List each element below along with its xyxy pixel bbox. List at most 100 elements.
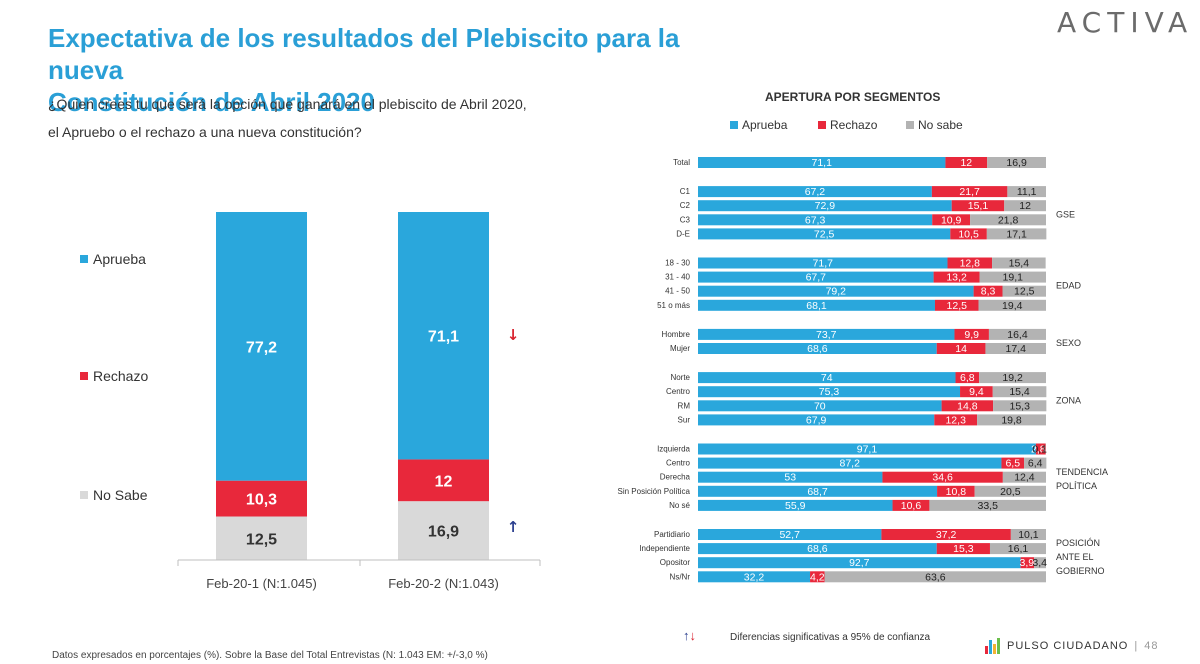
bar-rechazo-zona-sur [934,414,978,426]
row-label-posici-n-ante-el-gobierno-ns-nr: Ns/Nr [670,572,691,581]
bar-aprueba-tendencia-pol-tica-derecha [698,471,883,483]
value-aprueba-edad-31-40: 67,7 [806,272,827,284]
bar-no-sabe-posici-n-ante-el-gobierno-opositor [1034,557,1046,569]
row-label-posici-n-ante-el-gobierno-independiente: Independiente [639,544,690,553]
bar-no-sabe-2 [398,501,489,560]
group-label-1-line-1: GSE [1056,209,1075,219]
bar-rechazo-gse-c3 [932,214,971,226]
value-rechazo-edad-41-50: 8,3 [981,286,996,298]
brand-separator: | [1134,639,1139,652]
arrow-up-icon: ↑ [683,628,690,643]
page-number: 48 [1144,639,1159,652]
bar-rechazo-tendencia-pol-tica-centro [1001,457,1025,469]
bar-aprueba-tendencia-pol-tica-no-s- [698,499,893,511]
bar-aprueba-posici-n-ante-el-gobierno-partidiario [698,529,882,540]
value-aprueba-zona-norte: 74 [821,372,833,384]
value-rechazo-edad-18-30: 12,8 [960,258,981,270]
value-no-sabe-tendencia-pol-tica-no-s-: 33,5 [977,500,998,512]
value-rechazo-sexo-mujer: 14 [955,343,967,355]
value-no-sabe-tendencia-pol-tica-centro: 6,4 [1028,458,1043,470]
value-aprueba-posici-n-ante-el-gobierno-partidiario: 52,7 [779,529,800,541]
group-label-5-line-1: TENDENCIA [1056,467,1108,477]
bar-no-sabe-zona-norte [979,372,1046,384]
group-label-5-line-2: POLÍTICA [1056,481,1097,491]
legend-no-sabe-label: No sabe [918,118,963,132]
value-aprueba-total-total: 71,1 [811,157,832,169]
bar-no-sabe-gse-c3 [970,214,1046,226]
value-no-sabe-zona-norte: 19,2 [1002,372,1023,384]
bar-rechazo-edad-41-50 [973,285,1003,297]
bar-rechazo-edad-51-o-m-s [934,299,979,311]
bar-no-sabe-zona-sur [977,414,1046,426]
page-title-line-2: Constitución de Abril 2020 [48,87,375,117]
legend-label-rechazo: Rechazo [93,368,148,384]
row-label-posici-n-ante-el-gobierno-partidiario: Partidiario [654,530,691,539]
value-no-sabe-tendencia-pol-tica-derecha: 12,4 [1014,472,1035,484]
bar-rechazo-zona-rm [941,400,994,412]
value-aprueba-sexo-mujer: 68,6 [807,343,828,355]
legend-aprueba-swatch [730,121,738,129]
bar-no-sabe-edad-18-30 [992,257,1046,269]
bar-rechazo-tendencia-pol-tica-izquierda [1035,443,1046,455]
bar-rechazo-sexo-mujer [936,343,986,354]
row-label-gse-c3: C3 [680,215,691,224]
bar-rechazo-tendencia-pol-tica-sin-posici-n-pol-tica [937,485,975,497]
row-label-sexo-hombre: Hombre [662,330,691,339]
value-no-sabe-zona-centro: 15,4 [1009,386,1030,398]
value-aprueba-posici-n-ante-el-gobierno-independiente: 68,6 [807,543,828,555]
value-aprueba-sexo-hombre: 73,7 [816,329,837,341]
value-no-sabe-gse-d-e: 17,1 [1006,228,1027,240]
value-rechazo-posici-n-ante-el-gobierno-ns-nr: 4,2 [810,571,825,583]
row-label-gse-d-e: D-E [676,229,690,238]
row-label-zona-rm: RM [678,401,691,410]
row-label-gse-c2: C2 [680,201,691,210]
value-no-sabe-posici-n-ante-el-gobierno-independiente: 16,1 [1008,543,1029,555]
bar-no-sabe-zona-rm [993,400,1047,412]
bar-no-sabe-gse-d-e [986,228,1047,240]
bar-no-sabe-tendencia-pol-tica-no-s- [929,499,1046,511]
bar-rechazo-zona-centro [960,386,993,398]
activa-logo: ACTIVA [1057,6,1194,39]
value-no-sabe-posici-n-ante-el-gobierno-partidiario: 10,1 [1018,529,1039,541]
significance-arrows: ↑↓ [683,628,696,643]
bar-rechazo-gse-c2 [951,200,1005,212]
value-rechazo-tendencia-pol-tica-centro: 6,5 [1005,458,1020,470]
value-aprueba-zona-sur: 67,9 [806,414,827,426]
bar-aprueba-posici-n-ante-el-gobierno-opositor [698,557,1021,569]
stacked-column-chart: 12,5 10,3 77,2 Feb-20-1 (N:1.045) 16,9 12 71,1… [80,212,541,591]
bar-no-sabe-gse-c2 [1004,200,1046,212]
value-no-sabe-total-total: 16,9 [1006,157,1027,169]
value-aprueba-tendencia-pol-tica-izquierda: 97,1 [857,444,878,456]
bar-aprueba-2 [398,212,489,460]
question-line-1: ¿Quien crees tu que será la opción que g… [48,96,527,112]
bar-no-sabe-zona-centro [992,386,1047,398]
value-rechazo-zona-sur: 12,3 [945,414,966,426]
bar-rechazo-tendencia-pol-tica-no-s- [892,499,930,511]
bar-aprueba-gse-c1 [698,186,932,198]
value-no-sabe-zona-sur: 19,8 [1001,414,1022,426]
value-aprueba-gse-c1: 67,2 [805,186,826,198]
value-rechazo-gse-c2: 15,1 [968,200,989,212]
significance-note: Diferencias significativas a 95% de conf… [730,632,931,643]
legend-rechazo-swatch [818,121,826,129]
value-rechazo-zona-norte: 6,8 [960,372,975,384]
value-rechazo-tendencia-pol-tica-derecha: 34,6 [932,472,953,484]
value-rechazo-edad-31-40: 13,2 [946,272,967,284]
bar-no-sabe-sexo-mujer [985,343,1046,354]
bar-aprueba-edad-41-50 [698,285,974,297]
x-tick-label-1: Feb-20-1 (N:1.045) [206,576,317,591]
bar-rechazo-tendencia-pol-tica-derecha [882,471,1003,483]
question-line-2: el Apruebo o el rechazo a una nueva cons… [48,124,362,140]
brand-name: PULSO CIUDADANO [1007,639,1129,652]
row-label-sexo-mujer: Mujer [670,344,690,353]
bar-aprueba-1 [216,212,307,481]
bar-aprueba-gse-d-e [698,228,951,240]
value-aprueba-gse-c3: 67,3 [805,214,826,226]
bar-label-rechazo-2: 12 [435,473,453,490]
value-rechazo-gse-c3: 10,9 [941,214,962,226]
value-rechazo-posici-n-ante-el-gobierno-independiente: 15,3 [953,543,974,555]
arrow-down-icon: ↓ [689,628,697,643]
row-label-zona-centro: Centro [666,387,691,396]
row-label-edad-41-50: 41 - 50 [665,287,690,296]
value-aprueba-tendencia-pol-tica-sin-posici-n-pol-tica: 68,7 [807,486,828,498]
